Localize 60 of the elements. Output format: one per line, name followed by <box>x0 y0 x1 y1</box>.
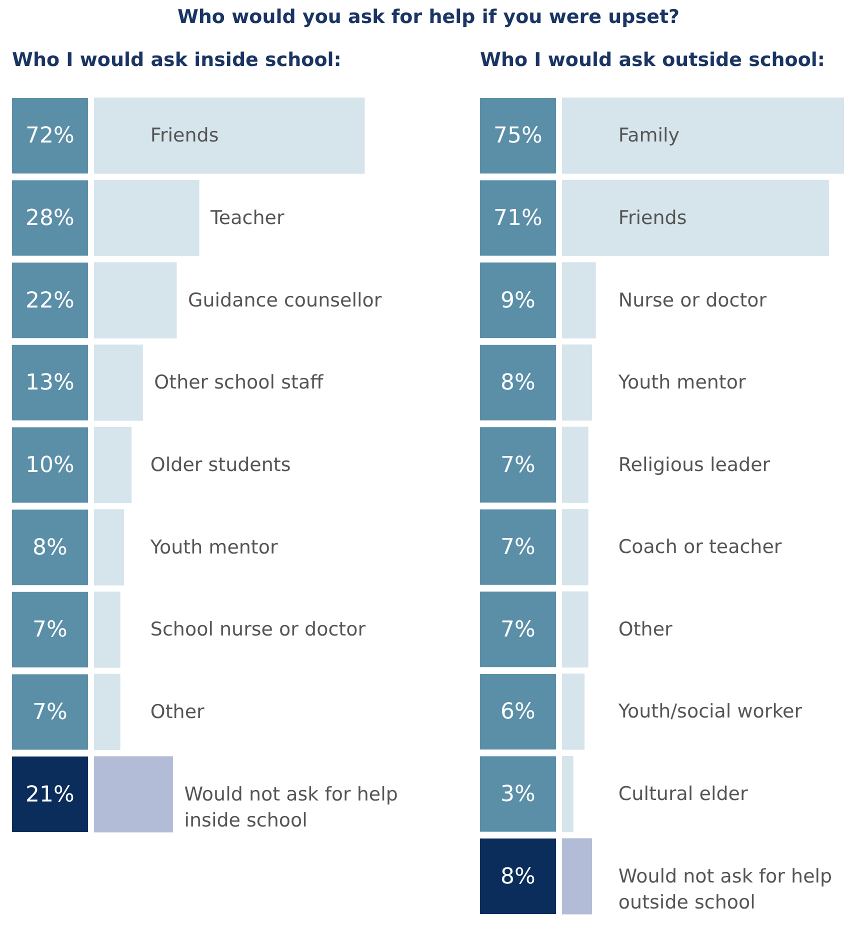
y-tick-label: Friends <box>618 206 687 229</box>
chart-subtitle: Who I would ask inside school: <box>12 49 342 71</box>
bar <box>562 591 588 668</box>
bar <box>562 674 585 750</box>
data-label: 7% <box>500 617 536 642</box>
data-label: 8% <box>500 370 536 396</box>
y-tick-label: Youth mentor <box>617 372 746 394</box>
bar <box>562 838 592 914</box>
bar <box>94 344 143 421</box>
data-label: 13% <box>26 370 74 396</box>
bar <box>562 756 574 832</box>
bar <box>94 262 177 338</box>
y-tick-label: Would not ask for help outside school <box>618 865 832 914</box>
y-tick-label: Friends <box>150 124 219 147</box>
data-label: 7% <box>32 618 68 643</box>
y-tick-label: Other school staff <box>154 372 324 394</box>
data-label: 10% <box>26 453 74 478</box>
bar <box>562 426 588 503</box>
y-tick-label: Youth mentor <box>149 536 278 558</box>
data-label: 3% <box>500 782 536 808</box>
y-tick-label: Guidance counsellor <box>188 289 382 312</box>
y-tick-label: Would not ask for help inside school <box>184 783 398 832</box>
bar <box>94 98 365 174</box>
data-label: 7% <box>32 700 68 725</box>
y-tick-label: Older students <box>150 454 291 476</box>
data-label: 75% <box>494 124 542 149</box>
data-label: 6% <box>500 700 536 725</box>
data-label: 8% <box>500 864 536 890</box>
bar <box>94 592 120 668</box>
bar <box>94 426 132 504</box>
data-label: 71% <box>494 206 542 231</box>
data-label: 7% <box>500 452 536 478</box>
data-label: 9% <box>500 288 536 314</box>
data-label: 28% <box>26 206 74 232</box>
bar <box>94 756 173 832</box>
bar <box>94 674 120 750</box>
y-tick-label: School nurse or doctor <box>150 618 366 641</box>
y-tick-label: Nurse or doctor <box>618 289 767 312</box>
data-label: 7% <box>500 535 536 560</box>
bar <box>94 509 124 586</box>
bar <box>562 98 844 174</box>
y-tick-label: Teacher <box>210 207 284 230</box>
data-label: 8% <box>32 535 68 560</box>
data-label: 21% <box>26 782 74 808</box>
y-tick-label: Cultural elder <box>618 783 748 806</box>
y-tick-label: Family <box>618 124 680 147</box>
text: Who would you ask for help if you were upset? <box>177 6 680 28</box>
y-tick-label: Coach or teacher <box>618 536 782 558</box>
bar <box>562 344 592 421</box>
chart-subtitle: Who I would ask outside school: <box>480 49 825 71</box>
data-label: 22% <box>26 288 74 314</box>
bar <box>562 509 588 586</box>
y-tick-label: Religious leader <box>618 454 770 476</box>
y-tick-label: Other <box>150 700 205 723</box>
data-label: 72% <box>26 124 74 149</box>
y-tick-label: Youth/social worker <box>617 700 802 723</box>
bar <box>94 180 200 256</box>
bar <box>562 262 596 338</box>
y-tick-label: Other <box>618 618 673 640</box>
bar <box>562 180 829 256</box>
